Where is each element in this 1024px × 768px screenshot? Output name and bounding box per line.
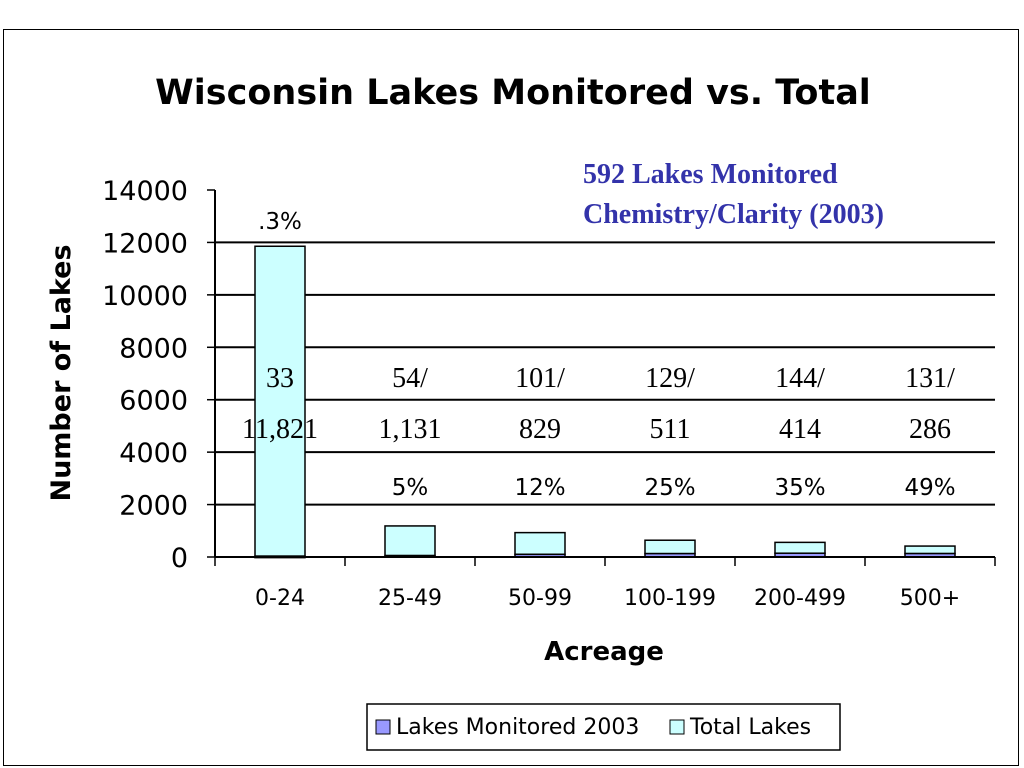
total-count-label: 511 xyxy=(650,414,691,445)
legend: Lakes Monitored 2003 Total Lakes xyxy=(366,703,841,751)
legend-swatch-monitored xyxy=(375,719,391,735)
y-tick-label: 14000 xyxy=(102,176,188,207)
y-tick-label: 6000 xyxy=(119,386,188,417)
bars xyxy=(254,245,956,559)
x-tick-label: 200-499 xyxy=(754,586,846,611)
bar-total-200-499 xyxy=(774,541,826,554)
monitored-count-label: 131/ xyxy=(905,363,955,394)
x-tick-label: 500+ xyxy=(900,586,960,611)
legend-swatch-total xyxy=(669,719,685,735)
legend-box xyxy=(366,703,841,751)
x-tick-label: 50-99 xyxy=(508,586,572,611)
x-tick-label: 0-24 xyxy=(255,586,305,611)
annotation-line-2: Chemistry/Clarity (2003) xyxy=(583,199,884,230)
bar-total-100-199 xyxy=(644,539,696,555)
monitored-count-label: 54/ xyxy=(392,363,428,394)
axes: 0 2000 4000 6000 8000 10000 12000 14000 xyxy=(102,176,996,574)
y-tick-label: 4000 xyxy=(119,438,188,469)
total-count-label: 11,821 xyxy=(242,414,318,445)
percent-label: 49% xyxy=(904,475,955,501)
x-axis-label: Acreage xyxy=(544,637,664,667)
x-tick-label: 100-199 xyxy=(624,586,716,611)
bar-total-0-24 xyxy=(254,245,306,557)
chart-frame xyxy=(3,29,1019,766)
annotation-line-1: 592 Lakes Monitored xyxy=(583,159,838,190)
y-tick-label: 8000 xyxy=(119,333,188,364)
total-count-label: 1,131 xyxy=(379,414,442,445)
chart-title: Wisconsin Lakes Monitored vs. Total xyxy=(155,73,871,113)
monitored-count-label: 129/ xyxy=(645,363,695,394)
bar-total-25-49 xyxy=(384,525,436,557)
y-tick-label: 12000 xyxy=(102,228,188,259)
percent-label: 12% xyxy=(514,475,565,501)
monitored-count-label: 144/ xyxy=(775,363,825,394)
monitored-count-label: 101/ xyxy=(515,363,565,394)
legend-label-monitored: Lakes Monitored 2003 xyxy=(396,715,639,740)
total-count-label: 414 xyxy=(779,414,821,445)
bar-total-500+ xyxy=(904,545,956,555)
y-tick-label: 0 xyxy=(171,543,188,574)
bar-total-50-99 xyxy=(514,531,566,556)
percent-label: 35% xyxy=(774,475,825,501)
percent-label: 5% xyxy=(392,475,429,501)
monitored-count-label: 33 xyxy=(266,363,294,394)
x-tick-label: 25-49 xyxy=(378,586,442,611)
legend-label-total: Total Lakes xyxy=(689,715,811,740)
percent-label: 25% xyxy=(644,475,695,501)
gridlines xyxy=(215,241,995,506)
percent-label: .3% xyxy=(258,209,302,235)
y-axis-label: Number of Lakes xyxy=(46,244,77,501)
y-tick-label: 10000 xyxy=(102,281,188,312)
total-count-label: 829 xyxy=(519,414,561,445)
data-labels: 0-24 .3% 33 11,821 25-49 5% 54/1,131 50-99 12% 10… xyxy=(242,209,960,611)
total-count-label: 286 xyxy=(909,414,951,445)
y-tick-label: 2000 xyxy=(119,491,188,522)
